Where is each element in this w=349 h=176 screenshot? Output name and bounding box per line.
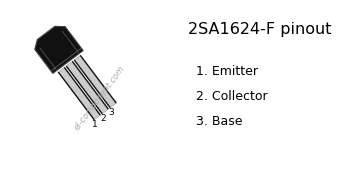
Text: 2: 2 bbox=[100, 114, 106, 123]
Polygon shape bbox=[35, 26, 83, 73]
Text: 3: 3 bbox=[108, 108, 114, 117]
Text: el-component.com: el-component.com bbox=[73, 64, 127, 132]
Text: 2. Collector: 2. Collector bbox=[196, 90, 268, 103]
Text: 1. Emitter: 1. Emitter bbox=[196, 65, 258, 78]
Text: 2SA1624-F pinout: 2SA1624-F pinout bbox=[188, 22, 332, 37]
Text: 1: 1 bbox=[92, 120, 98, 129]
Text: 3. Base: 3. Base bbox=[196, 115, 243, 128]
